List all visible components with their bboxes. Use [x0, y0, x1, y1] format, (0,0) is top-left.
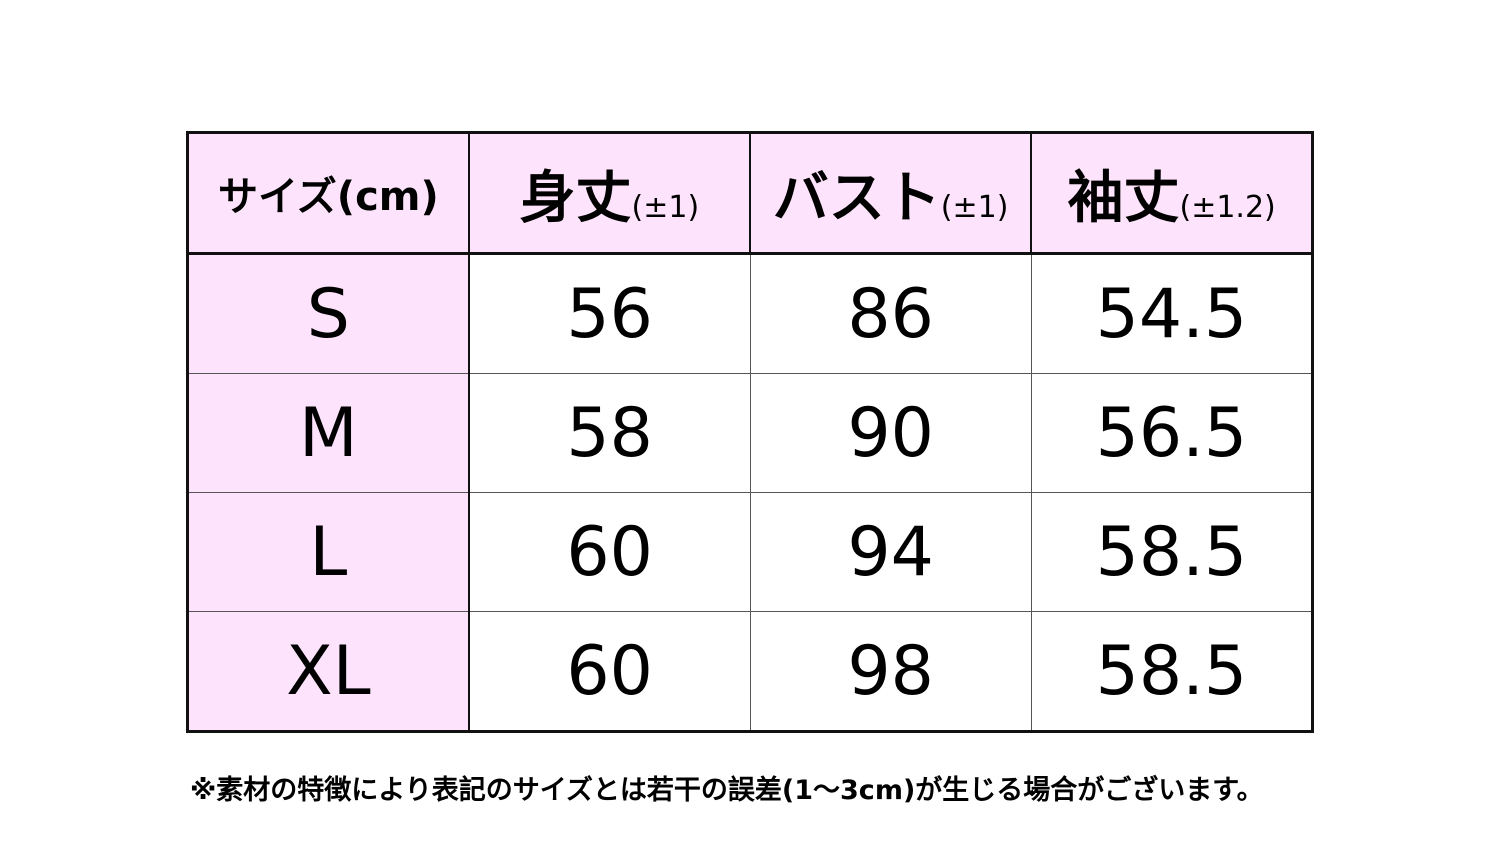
header-length: 身丈(±1) — [467, 132, 751, 255]
value-cell: 86 — [749, 253, 1032, 374]
header-label: バスト — [772, 165, 941, 231]
cell-text: 56 — [566, 274, 653, 354]
cell-text: L — [309, 512, 348, 592]
header-label: 袖丈 — [1067, 165, 1180, 231]
value-cell: 60 — [468, 611, 751, 732]
table-row: L 60 94 58.5 — [186, 492, 1314, 612]
size-cell: L — [186, 492, 470, 612]
size-cell: M — [186, 373, 470, 493]
header-bust: バスト(±1) — [748, 132, 1032, 255]
header-label: サイズ(cm) — [217, 174, 439, 220]
header-label: 身丈 — [519, 165, 632, 231]
header-tolerance: (±1.2) — [1179, 189, 1276, 225]
cell-text: 54.5 — [1095, 274, 1248, 354]
value-cell: 54.5 — [1030, 253, 1314, 374]
cell-text: 98 — [847, 631, 934, 711]
value-cell: 58 — [468, 373, 751, 493]
value-cell: 98 — [749, 611, 1032, 732]
cell-text: 86 — [847, 274, 934, 354]
cell-text: 56.5 — [1095, 393, 1248, 473]
cell-text: 94 — [847, 512, 934, 592]
cell-text: 60 — [566, 631, 653, 711]
value-cell: 58.5 — [1030, 492, 1314, 612]
header-tolerance: (±1) — [631, 189, 700, 225]
value-cell: 94 — [749, 492, 1032, 612]
size-cell: XL — [186, 611, 470, 732]
disclaimer-note: ※素材の特徴により表記のサイズとは若干の誤差(1～3cm)が生じる場合がございま… — [190, 775, 1264, 806]
value-cell: 56 — [468, 253, 751, 374]
cell-text: 58.5 — [1095, 512, 1248, 592]
header-size: サイズ(cm) — [186, 132, 470, 255]
size-table: サイズ(cm) 身丈(±1) バスト(±1) 袖丈(±1.2) S 56 86 54.… — [186, 131, 1314, 733]
cell-text: XL — [286, 631, 371, 711]
header-tolerance: (±1) — [940, 189, 1009, 225]
cell-text: 60 — [566, 512, 653, 592]
table-row: M 58 90 56.5 — [186, 373, 1314, 493]
table-row: XL 60 98 58.5 — [186, 611, 1314, 732]
value-cell: 56.5 — [1030, 373, 1314, 493]
cell-text: M — [299, 393, 358, 473]
cell-text: 90 — [847, 393, 934, 473]
value-cell: 90 — [749, 373, 1032, 493]
cell-text: S — [306, 274, 350, 354]
value-cell: 60 — [468, 492, 751, 612]
header-row: サイズ(cm) 身丈(±1) バスト(±1) 袖丈(±1.2) — [186, 132, 1314, 255]
size-cell: S — [186, 253, 470, 374]
table-row: S 56 86 54.5 — [186, 253, 1314, 374]
value-cell: 58.5 — [1030, 611, 1314, 732]
cell-text: 58.5 — [1095, 631, 1248, 711]
header-sleeve: 袖丈(±1.2) — [1030, 132, 1314, 255]
cell-text: 58 — [566, 393, 653, 473]
